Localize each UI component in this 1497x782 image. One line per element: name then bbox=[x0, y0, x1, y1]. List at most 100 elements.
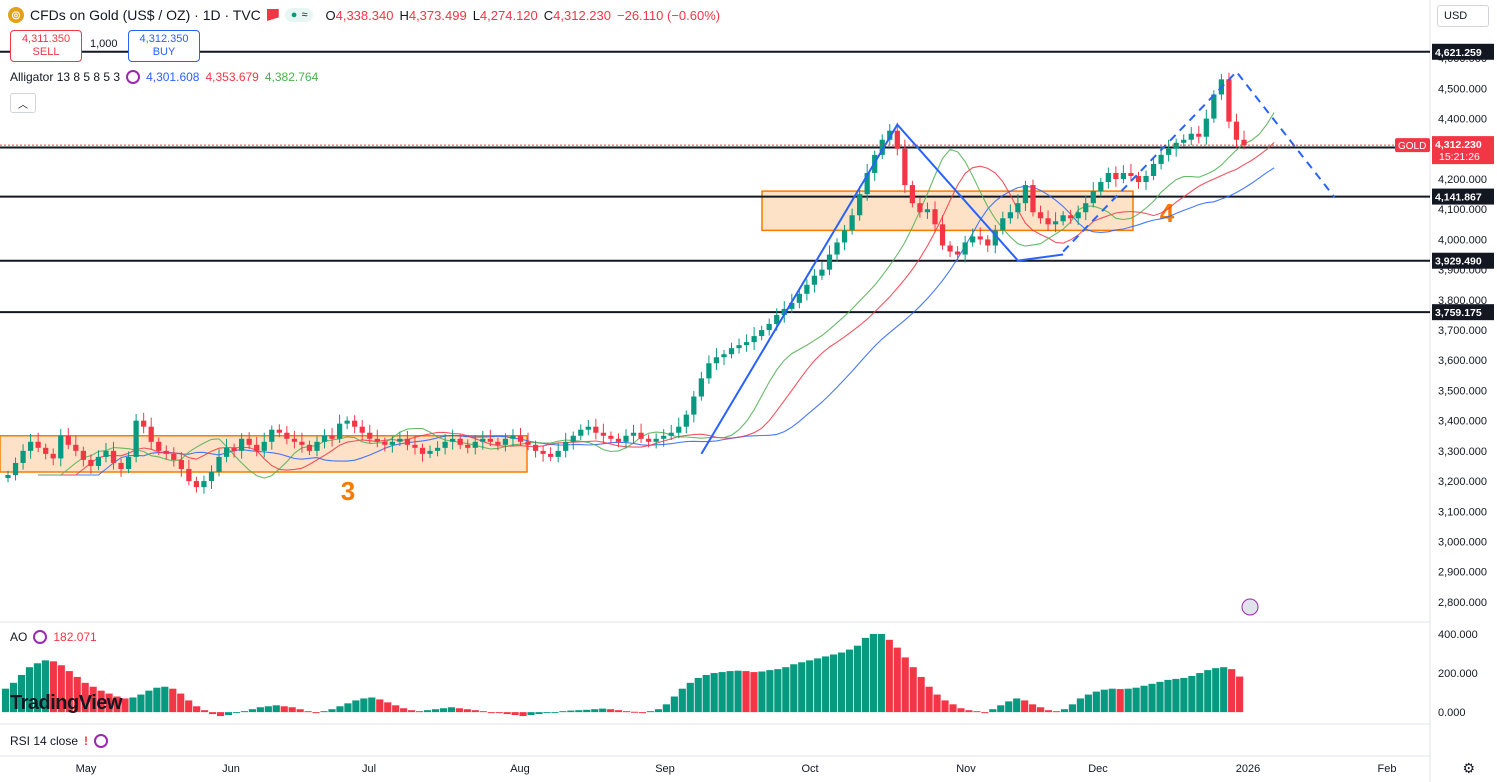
candle-body bbox=[472, 441, 478, 448]
symbol-title[interactable]: CFDs on Gold (US$ / OZ) · 1D · TVC bbox=[30, 7, 261, 23]
x-tick-label: Jul bbox=[362, 763, 376, 775]
ao-bar bbox=[893, 647, 901, 713]
ao-bar bbox=[766, 670, 774, 713]
ao-bar bbox=[654, 709, 663, 713]
candle-body bbox=[125, 456, 132, 469]
order-quantity[interactable]: 1,000 bbox=[90, 38, 118, 50]
rsi-label: RSI 14 close bbox=[10, 734, 79, 748]
ao-bar bbox=[774, 669, 782, 713]
y-tick-label: 3,700.000 bbox=[1438, 325, 1487, 337]
candle-body bbox=[95, 456, 102, 466]
candle-body bbox=[1181, 139, 1187, 143]
flag-icon[interactable] bbox=[266, 9, 279, 21]
ao-bar bbox=[57, 665, 65, 713]
ao-bar bbox=[1156, 681, 1164, 713]
ao-bar bbox=[686, 682, 694, 713]
candle-body bbox=[992, 230, 998, 246]
ao-bar bbox=[328, 709, 336, 713]
candle-body bbox=[269, 429, 275, 442]
ao-label: AO bbox=[10, 630, 28, 644]
market-status-pill[interactable]: ● ≈ bbox=[284, 8, 314, 22]
candle-body bbox=[1233, 121, 1240, 140]
gear-icon[interactable]: ⚙ bbox=[1462, 760, 1475, 776]
ao-bar bbox=[790, 664, 798, 713]
candle-body bbox=[970, 236, 976, 243]
ao-bar bbox=[933, 694, 941, 713]
candle-body bbox=[1000, 218, 1006, 231]
buy-price: 4,312.350 bbox=[139, 33, 189, 45]
ao-bar bbox=[702, 675, 710, 713]
candle-body bbox=[223, 447, 230, 457]
candle-body bbox=[834, 242, 840, 255]
buy-button[interactable]: 4,312.350 BUY bbox=[128, 30, 200, 62]
candle-body bbox=[781, 308, 787, 315]
ao-bar bbox=[997, 705, 1005, 713]
ao-bar bbox=[559, 711, 567, 713]
chevron-up-icon: ︿ bbox=[18, 99, 28, 111]
candle-body bbox=[1075, 212, 1081, 219]
ao-bar bbox=[408, 710, 416, 713]
alligator-lips-line bbox=[38, 112, 1275, 479]
ao-settings-icon[interactable] bbox=[33, 630, 48, 644]
candle-body bbox=[510, 435, 516, 439]
ao-bar bbox=[607, 709, 615, 713]
candle-body bbox=[50, 453, 56, 459]
candle-body bbox=[1007, 212, 1013, 219]
indicator-settings-icon[interactable] bbox=[126, 70, 141, 84]
alligator-jaw-value: 4,301.608 bbox=[146, 70, 200, 84]
candle-body bbox=[246, 438, 252, 445]
ao-bar bbox=[17, 675, 26, 713]
ao-bar bbox=[288, 707, 296, 713]
candle-body bbox=[73, 444, 79, 451]
ao-legend[interactable]: AO 182.071 bbox=[10, 630, 97, 644]
candle-body bbox=[254, 444, 260, 451]
ao-bar bbox=[232, 712, 241, 714]
ao-bar bbox=[630, 711, 639, 713]
ao-bar bbox=[718, 672, 726, 713]
candle-body bbox=[789, 302, 795, 309]
ao-bar bbox=[845, 649, 854, 713]
ao-bar bbox=[551, 712, 559, 714]
ao-bar bbox=[455, 708, 463, 713]
candle-body bbox=[947, 245, 953, 252]
ao-bar bbox=[527, 712, 535, 716]
candle-body bbox=[261, 441, 267, 451]
y-tick-label: 3,500.000 bbox=[1438, 385, 1487, 397]
tradingview-watermark: TradingView bbox=[10, 692, 122, 714]
ao-bar bbox=[646, 711, 655, 713]
candle-body bbox=[397, 438, 403, 442]
support-zone bbox=[761, 190, 1134, 232]
ao-bar bbox=[1212, 668, 1220, 713]
ao-bar bbox=[495, 712, 503, 714]
ao-bar bbox=[583, 709, 591, 713]
ao-bar bbox=[248, 709, 256, 713]
candle-body bbox=[43, 447, 49, 454]
candle-body bbox=[578, 429, 584, 436]
ao-bar bbox=[1029, 704, 1037, 713]
ao-bar bbox=[798, 662, 806, 713]
collapse-legend-button[interactable]: ︿ bbox=[10, 93, 36, 113]
candle-body bbox=[600, 432, 607, 436]
ao-bar bbox=[400, 708, 408, 713]
candle-body bbox=[133, 420, 139, 457]
candle-body bbox=[676, 426, 682, 433]
candle-body bbox=[728, 348, 735, 355]
ao-bar bbox=[392, 705, 400, 713]
candle-body bbox=[110, 450, 117, 463]
ao-bar bbox=[853, 645, 862, 713]
rsi-settings-icon[interactable] bbox=[94, 734, 109, 748]
ao-bar bbox=[694, 677, 702, 713]
alligator-legend[interactable]: Alligator 13 8 5 8 5 3 4,301.608 4,353.6… bbox=[10, 70, 318, 84]
candle-body bbox=[103, 450, 109, 457]
projected-trend-line bbox=[1062, 70, 1336, 253]
currency-select[interactable]: USD bbox=[1437, 5, 1489, 27]
symbol-tag-label: GOLD bbox=[1398, 141, 1426, 152]
rsi-legend[interactable]: RSI 14 close ! bbox=[10, 734, 109, 748]
sell-button[interactable]: 4,311.350 SELL bbox=[10, 30, 82, 62]
ao-bar bbox=[1140, 685, 1148, 713]
candle-body bbox=[284, 432, 290, 439]
ao-bar bbox=[830, 654, 838, 713]
candle-body bbox=[502, 438, 509, 445]
candle-body bbox=[487, 438, 493, 442]
